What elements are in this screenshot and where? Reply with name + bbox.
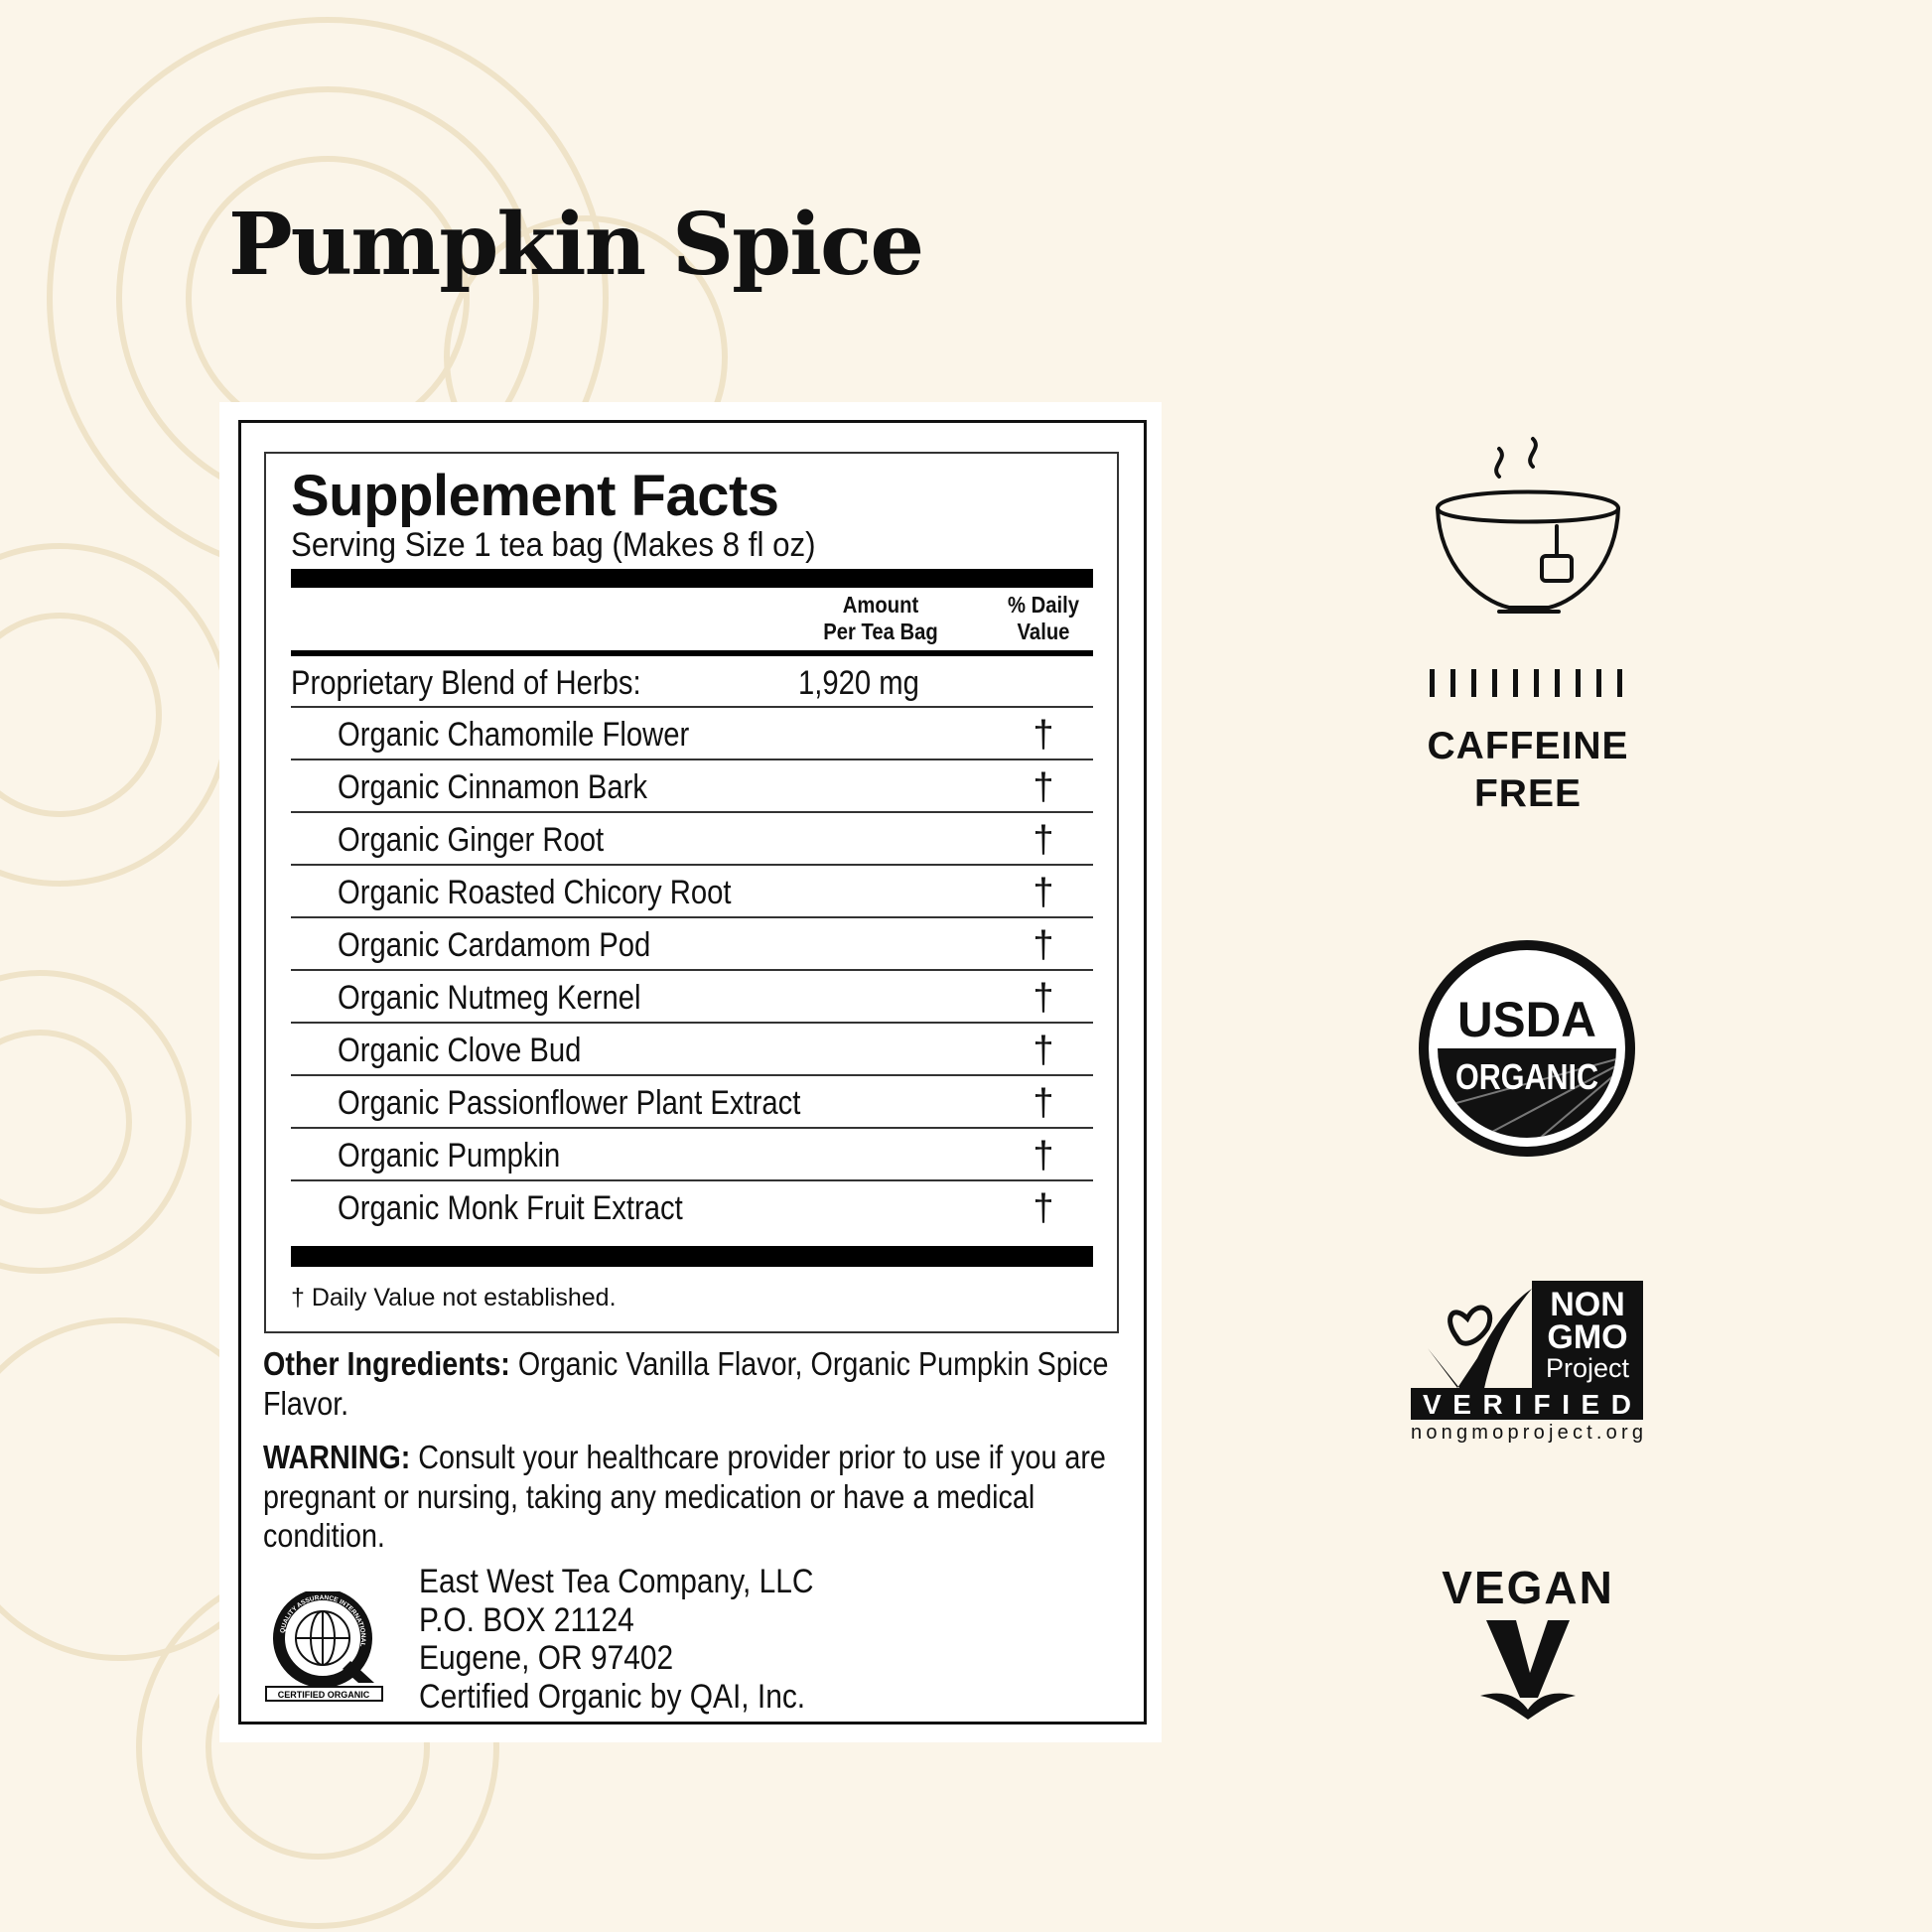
- ingredient-row: Organic Nutmeg Kernel †: [291, 971, 1093, 1024]
- dagger-daily-value: †: [1033, 872, 1054, 913]
- divider-thick-bottom: [291, 1246, 1093, 1267]
- dagger-daily-value: †: [1033, 977, 1054, 1019]
- usda-organic-seal: USDA ORGANIC: [1419, 940, 1635, 1157]
- usda-text: USDA: [1457, 992, 1596, 1047]
- dagger-daily-value: †: [1033, 924, 1054, 966]
- address-line: P.O. BOX 21124: [419, 1600, 634, 1639]
- gmo-text: GMO: [1547, 1318, 1627, 1356]
- other-ingredients: Other Ingredients: Organic Vanilla Flavo…: [263, 1344, 1127, 1423]
- daily-value-footnote: † Daily Value not established.: [291, 1284, 617, 1311]
- warning-text: Consult your healthcare provider prior t…: [263, 1439, 1106, 1554]
- ingredient-row: Organic Chamomile Flower †: [291, 708, 1093, 760]
- ingredient-name: Organic Nutmeg Kernel: [338, 979, 641, 1017]
- ingredient-row: Organic Cardamom Pod †: [291, 918, 1093, 971]
- vegan-label: VEGAN: [1442, 1562, 1614, 1613]
- address-line: East West Tea Company, LLC: [419, 1563, 814, 1600]
- serving-size: Serving Size 1 tea bag (Makes 8 fl oz): [291, 526, 816, 564]
- nongmo-url: nongmoproject.org: [1411, 1422, 1643, 1444]
- address-line: Eugene, OR 97402: [419, 1639, 674, 1677]
- page-title: Pumpkin Spice: [228, 195, 924, 295]
- divider-medium: [291, 650, 1093, 656]
- dagger-daily-value: †: [1033, 1082, 1054, 1124]
- divider-thick: [291, 569, 1093, 588]
- amount-column-header: Amount Per Tea Bag: [823, 592, 938, 645]
- ingredient-row: Organic Passionflower Plant Extract †: [291, 1076, 1093, 1129]
- dv-header-line1: % Daily: [1007, 592, 1080, 618]
- ingredient-name: Organic Cardamom Pod: [338, 926, 651, 964]
- organic-text: ORGANIC: [1455, 1056, 1598, 1097]
- ingredient-name: Organic Ginger Root: [338, 821, 605, 859]
- dagger-daily-value: †: [1033, 714, 1054, 756]
- ingredient-row: Organic Pumpkin †: [291, 1129, 1093, 1181]
- dagger-daily-value: †: [1033, 1187, 1054, 1229]
- amount-header-line2: Per Tea Bag: [823, 619, 938, 644]
- blend-row: Proprietary Blend of Herbs: 1,920 mg: [291, 656, 1093, 708]
- warning: WARNING: Consult your healthcare provide…: [263, 1438, 1127, 1556]
- qai-certified-organic-logo: QUALITY ASSURANCE INTERNATIONAL CERTIFIE…: [265, 1591, 383, 1702]
- ingredient-name: Organic Cinnamon Bark: [338, 768, 648, 806]
- amount-header-line1: Amount: [842, 592, 919, 618]
- ingredient-name: Organic Clove Bud: [338, 1032, 582, 1069]
- supplement-facts-heading: Supplement Facts: [291, 464, 779, 528]
- dagger-daily-value: †: [1033, 1135, 1054, 1176]
- label-outer-border: [238, 420, 1147, 1725]
- dagger-daily-value: †: [1033, 766, 1054, 808]
- facts-panel-border: [264, 452, 1119, 1333]
- dagger-daily-value: †: [1033, 819, 1054, 861]
- caffeine-free-line1: CAFFEINE: [1427, 725, 1629, 767]
- other-ingredients-text: Organic Vanilla Flavor, Organic Pumpkin …: [263, 1345, 1109, 1422]
- tea-cup-icon: [1430, 437, 1622, 697]
- ingredient-name: Organic Chamomile Flower: [338, 716, 690, 754]
- ingredient-name: Organic Pumpkin: [338, 1137, 561, 1174]
- ingredient-name: Organic Roasted Chicory Root: [338, 874, 732, 911]
- vegan-v-icon: [1480, 1620, 1576, 1720]
- qai-logo-caption: CERTIFIED ORGANIC: [278, 1690, 370, 1700]
- warning-label: WARNING:: [263, 1439, 411, 1475]
- ingredient-name: Organic Passionflower Plant Extract: [338, 1084, 801, 1122]
- address-line: Certified Organic by QAI, Inc.: [419, 1677, 806, 1716]
- non-text: NON: [1550, 1286, 1625, 1323]
- caffeine-free-badge: CAFFEINE FREE: [1379, 723, 1677, 818]
- other-ingredients-label: Other Ingredients:: [263, 1345, 510, 1382]
- ingredient-row: Organic Cinnamon Bark †: [291, 760, 1093, 813]
- ingredient-row: Organic Ginger Root †: [291, 813, 1093, 866]
- ingredient-name: Organic Monk Fruit Extract: [338, 1189, 683, 1227]
- dv-header-line2: Value: [1017, 619, 1070, 644]
- ingredient-row: Organic Roasted Chicory Root †: [291, 866, 1093, 918]
- blend-amount: 1,920 mg: [798, 664, 919, 702]
- supplement-facts-card: [219, 402, 1162, 1742]
- daily-value-column-header: % Daily Value: [1008, 592, 1079, 645]
- blend-label: Proprietary Blend of Herbs:: [291, 664, 641, 702]
- project-text: Project: [1546, 1353, 1630, 1383]
- non-gmo-project-verified-seal: NON GMO Project VERIFIED nongmoproject.o…: [1411, 1281, 1643, 1444]
- dagger-daily-value: †: [1033, 1030, 1054, 1071]
- ingredient-row: Organic Clove Bud †: [291, 1024, 1093, 1076]
- company-address: East West Tea Company, LLC P.O. BOX 2112…: [419, 1563, 813, 1716]
- caffeine-free-line2: FREE: [1473, 772, 1582, 815]
- ingredient-row: Organic Monk Fruit Extract †: [291, 1181, 1093, 1234]
